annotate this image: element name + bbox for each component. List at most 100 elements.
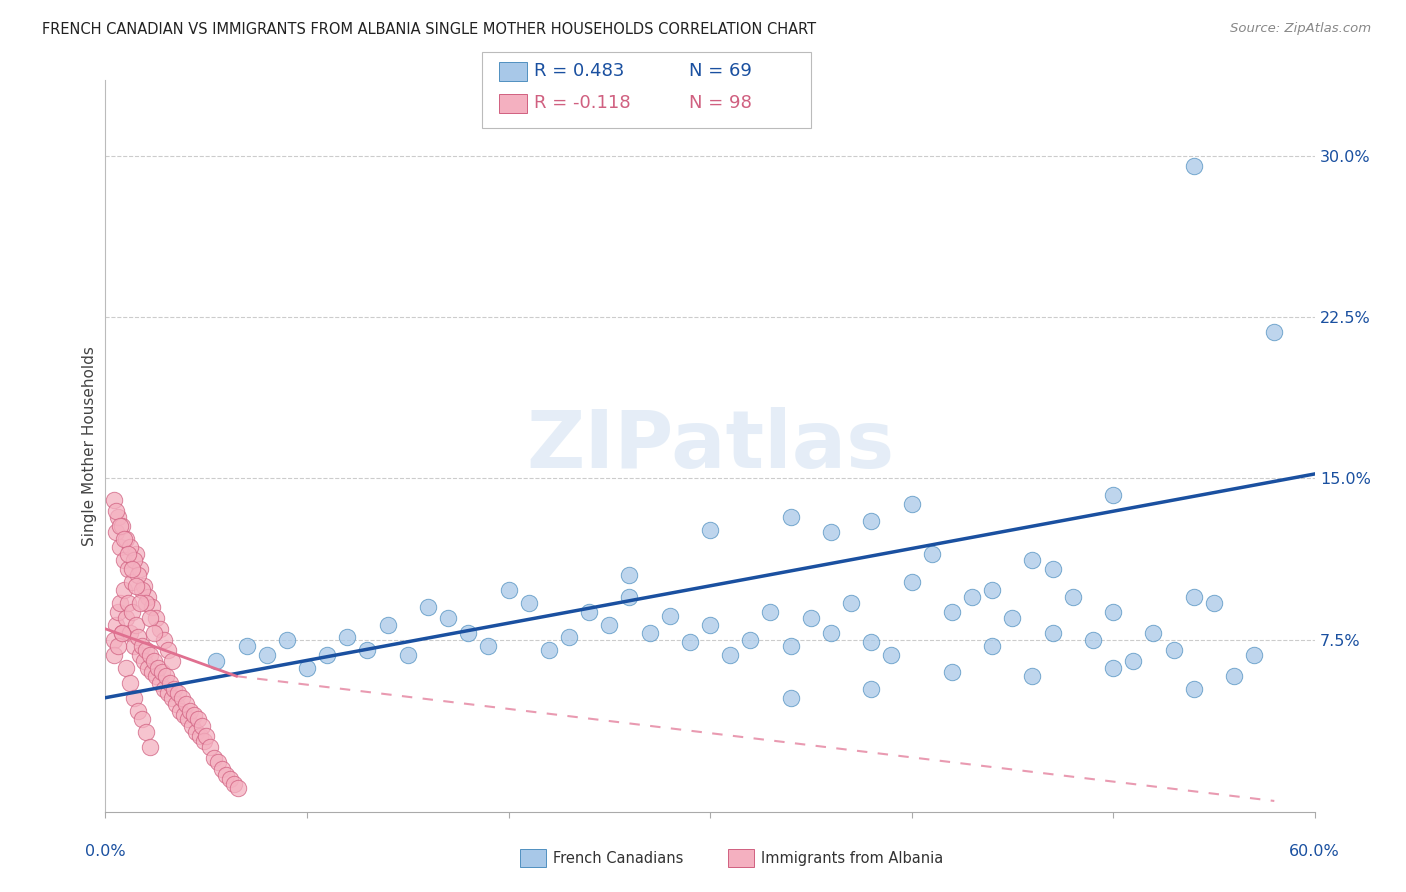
Point (316, 648, 339, 662)
Point (1021, 553, 1043, 567)
Text: 0.0%: 0.0% (86, 845, 125, 859)
Point (860, 682, 883, 697)
Point (179, 704, 201, 718)
Point (498, 583, 520, 598)
Point (900, 574, 922, 589)
Point (165, 697, 187, 711)
Point (153, 632, 176, 647)
Point (121, 605, 143, 619)
Point (183, 707, 205, 722)
Point (132, 654, 155, 668)
Point (150, 665, 173, 679)
Point (207, 756, 229, 770)
Y-axis label: Single Mother Households: Single Mother Households (82, 346, 97, 546)
Point (114, 611, 136, 625)
Point (1122, 654, 1144, 668)
Point (108, 540, 131, 554)
Point (638, 626, 661, 640)
Point (128, 561, 150, 575)
Point (108, 596, 131, 610)
Point (537, 643, 560, 657)
Point (141, 600, 163, 615)
Point (104, 524, 127, 539)
Point (477, 639, 499, 653)
Point (127, 631, 149, 645)
Point (202, 751, 225, 765)
Point (295, 660, 318, 674)
Point (173, 707, 195, 722)
Point (839, 596, 862, 610)
Point (107, 639, 129, 653)
Text: ZIPatlas: ZIPatlas (526, 407, 894, 485)
Point (114, 532, 136, 546)
Point (112, 583, 135, 598)
Point (186, 725, 208, 739)
Point (159, 675, 181, 690)
Point (578, 605, 600, 619)
Point (187, 712, 209, 726)
Point (127, 704, 149, 718)
Point (1182, 682, 1205, 697)
Point (228, 780, 250, 795)
Point (1042, 626, 1064, 640)
Point (170, 690, 193, 705)
Point (921, 547, 943, 561)
Point (1102, 660, 1125, 674)
Point (800, 611, 823, 625)
Point (981, 639, 1004, 653)
Point (517, 596, 540, 610)
Point (900, 497, 922, 511)
Point (110, 626, 132, 640)
Point (1223, 669, 1246, 683)
Point (153, 682, 176, 697)
Point (149, 622, 172, 636)
Point (145, 611, 167, 625)
Text: 60.0%: 60.0% (1289, 845, 1340, 859)
Point (135, 596, 157, 610)
Point (117, 561, 139, 575)
Text: N = 98: N = 98 (689, 95, 752, 112)
Point (941, 605, 963, 619)
Point (121, 561, 143, 575)
Point (191, 719, 214, 733)
Point (1081, 632, 1104, 647)
Point (112, 532, 135, 546)
Point (256, 648, 278, 662)
Point (131, 712, 153, 726)
Point (118, 540, 141, 554)
Point (1042, 561, 1064, 575)
Point (131, 639, 153, 653)
Point (619, 590, 641, 604)
Point (110, 518, 132, 533)
Text: N = 69: N = 69 (689, 62, 752, 80)
Point (117, 596, 139, 610)
Point (718, 648, 741, 662)
Point (215, 768, 238, 782)
Point (598, 617, 620, 632)
Point (941, 665, 963, 679)
Text: FRENCH CANADIAN VS IMMIGRANTS FROM ALBANIA SINGLE MOTHER HOUSEHOLDS CORRELATION : FRENCH CANADIAN VS IMMIGRANTS FROM ALBAN… (42, 22, 817, 37)
Point (779, 639, 801, 653)
Point (110, 626, 132, 640)
Point (146, 660, 169, 674)
Point (205, 654, 228, 668)
Point (114, 660, 136, 674)
Point (658, 609, 681, 624)
Point (619, 568, 641, 582)
Text: Immigrants from Albania: Immigrants from Albania (761, 851, 943, 865)
Point (779, 690, 801, 705)
Point (149, 675, 172, 690)
Point (160, 654, 183, 668)
Point (142, 654, 165, 668)
Point (1062, 590, 1084, 604)
Point (169, 704, 191, 718)
Point (200, 740, 222, 755)
Point (759, 605, 782, 619)
Point (880, 648, 903, 662)
Point (118, 675, 141, 690)
Point (377, 617, 399, 632)
Point (416, 600, 439, 615)
Point (177, 712, 200, 726)
Point (167, 686, 190, 700)
Point (117, 547, 139, 561)
